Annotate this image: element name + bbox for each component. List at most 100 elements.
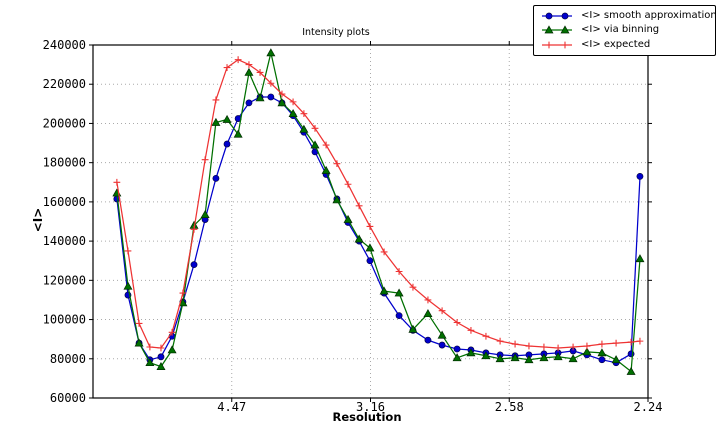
legend-item: <I> smooth approximation: [540, 9, 717, 23]
data-point-triangle: [582, 347, 592, 356]
data-point-plus: [201, 156, 209, 164]
data-point-triangle: [244, 67, 254, 76]
legend-item: <I> via binning: [540, 23, 711, 37]
data-point-triangle: [233, 129, 243, 138]
data-point-plus: [569, 343, 577, 351]
data-point-triangle: [332, 195, 342, 204]
x-tick-label: 3.16: [356, 400, 385, 414]
data-point-plus: [267, 79, 275, 87]
data-point-plus: [366, 223, 374, 230]
data-point-plus: [511, 340, 519, 348]
data-point-triangle: [379, 286, 389, 295]
data-point-plus: [395, 268, 403, 275]
data-point-triangle: [481, 351, 491, 360]
data-point-circle: [424, 336, 432, 344]
data-point-circle: [245, 99, 253, 107]
data-point-circle: [212, 174, 220, 182]
data-point-plus: [113, 178, 121, 186]
legend-label: <I> expected: [581, 38, 651, 50]
series-line: [116, 59, 641, 349]
data-point-triangle: [310, 140, 320, 149]
x-tick-label: 2.24: [634, 400, 663, 414]
data-point-triangle: [277, 98, 287, 107]
series-line: [116, 52, 641, 373]
data-point-circle: [190, 261, 198, 269]
data-point-plus: [311, 124, 319, 132]
data-point-triangle: [568, 354, 578, 363]
data-point-triangle: [211, 117, 221, 126]
data-point-circle: [395, 312, 403, 320]
y-tick-label: 180000: [43, 156, 86, 170]
x-axis-label: Resolution: [332, 410, 402, 424]
data-point-circle: [223, 140, 231, 148]
data-point-triangle: [495, 354, 505, 363]
data-point-plus: [482, 332, 490, 340]
data-point-triangle: [452, 353, 462, 362]
data-point-plus: [322, 141, 330, 149]
data-point-triangle: [437, 330, 447, 339]
legend-line-sample-smooth-approximation: [542, 12, 572, 20]
data-point-plus: [190, 225, 198, 233]
y-axis-label: <I>: [31, 207, 45, 233]
data-point-triangle: [167, 345, 177, 354]
data-point-triangle: [466, 348, 476, 357]
data-point-plus: [212, 96, 220, 104]
y-tick-label: 160000: [43, 195, 86, 209]
data-point-plus: [278, 90, 286, 98]
data-point-circle: [157, 353, 165, 361]
data-point-triangle: [134, 338, 144, 347]
data-point-circle: [438, 341, 446, 349]
data-point-plus: [355, 202, 363, 210]
legend-label: <I> via binning: [581, 24, 660, 36]
data-point-plus: [157, 344, 165, 352]
data-point-circle: [636, 172, 644, 180]
data-point-triangle: [343, 214, 353, 223]
data-point-triangle: [539, 353, 549, 362]
data-point-plus: [168, 328, 176, 336]
data-point-plus: [438, 307, 446, 315]
data-point-circle: [453, 345, 461, 353]
data-point-plus: [124, 247, 132, 255]
data-point-circle: [267, 93, 275, 101]
y-tick-label: 200000: [43, 116, 86, 130]
data-point-plus: [135, 320, 143, 327]
y-tick-label: 100000: [43, 313, 86, 327]
data-point-plus: [598, 340, 606, 348]
data-point-plus: [583, 342, 591, 350]
data-point-plus: [554, 344, 562, 352]
data-point-plus: [467, 326, 475, 334]
data-point-plus: [179, 289, 187, 297]
y-tick-label: 120000: [43, 273, 86, 287]
data-point-plus: [496, 337, 504, 345]
data-point-triangle: [123, 281, 133, 290]
data-point-plus: [540, 343, 548, 351]
data-point-triangle: [321, 165, 331, 174]
data-point-plus: [256, 69, 264, 76]
data-point-plus: [289, 98, 297, 106]
data-point-plus: [424, 296, 432, 304]
data-point-circle: [366, 257, 374, 265]
data-point-plus: [409, 283, 417, 291]
legend: <I> smooth approximation <I> via binning…: [533, 5, 717, 56]
y-tick-label: 140000: [43, 234, 86, 248]
data-point-triangle: [524, 355, 534, 364]
data-point-plus: [223, 64, 231, 71]
data-point-triangle: [222, 114, 232, 123]
data-point-plus: [234, 56, 242, 64]
legend-line-sample-expected: [542, 41, 572, 49]
x-tick-label: 4.47: [217, 400, 246, 414]
data-point-plus: [300, 110, 308, 118]
data-point-triangle: [553, 352, 563, 361]
y-tick-label: 240000: [43, 38, 86, 52]
data-point-triangle: [635, 254, 645, 263]
chart-title: Intensity plots: [302, 27, 370, 38]
data-point-triangle: [510, 353, 520, 362]
y-tick-label: 80000: [50, 352, 86, 366]
data-point-plus: [380, 248, 388, 256]
data-point-plus: [146, 343, 154, 351]
data-point-plus: [612, 339, 620, 347]
data-point-triangle: [145, 358, 155, 367]
data-point-triangle: [299, 124, 309, 133]
data-point-triangle: [408, 324, 418, 333]
legend-item: <I> expected: [540, 38, 711, 52]
